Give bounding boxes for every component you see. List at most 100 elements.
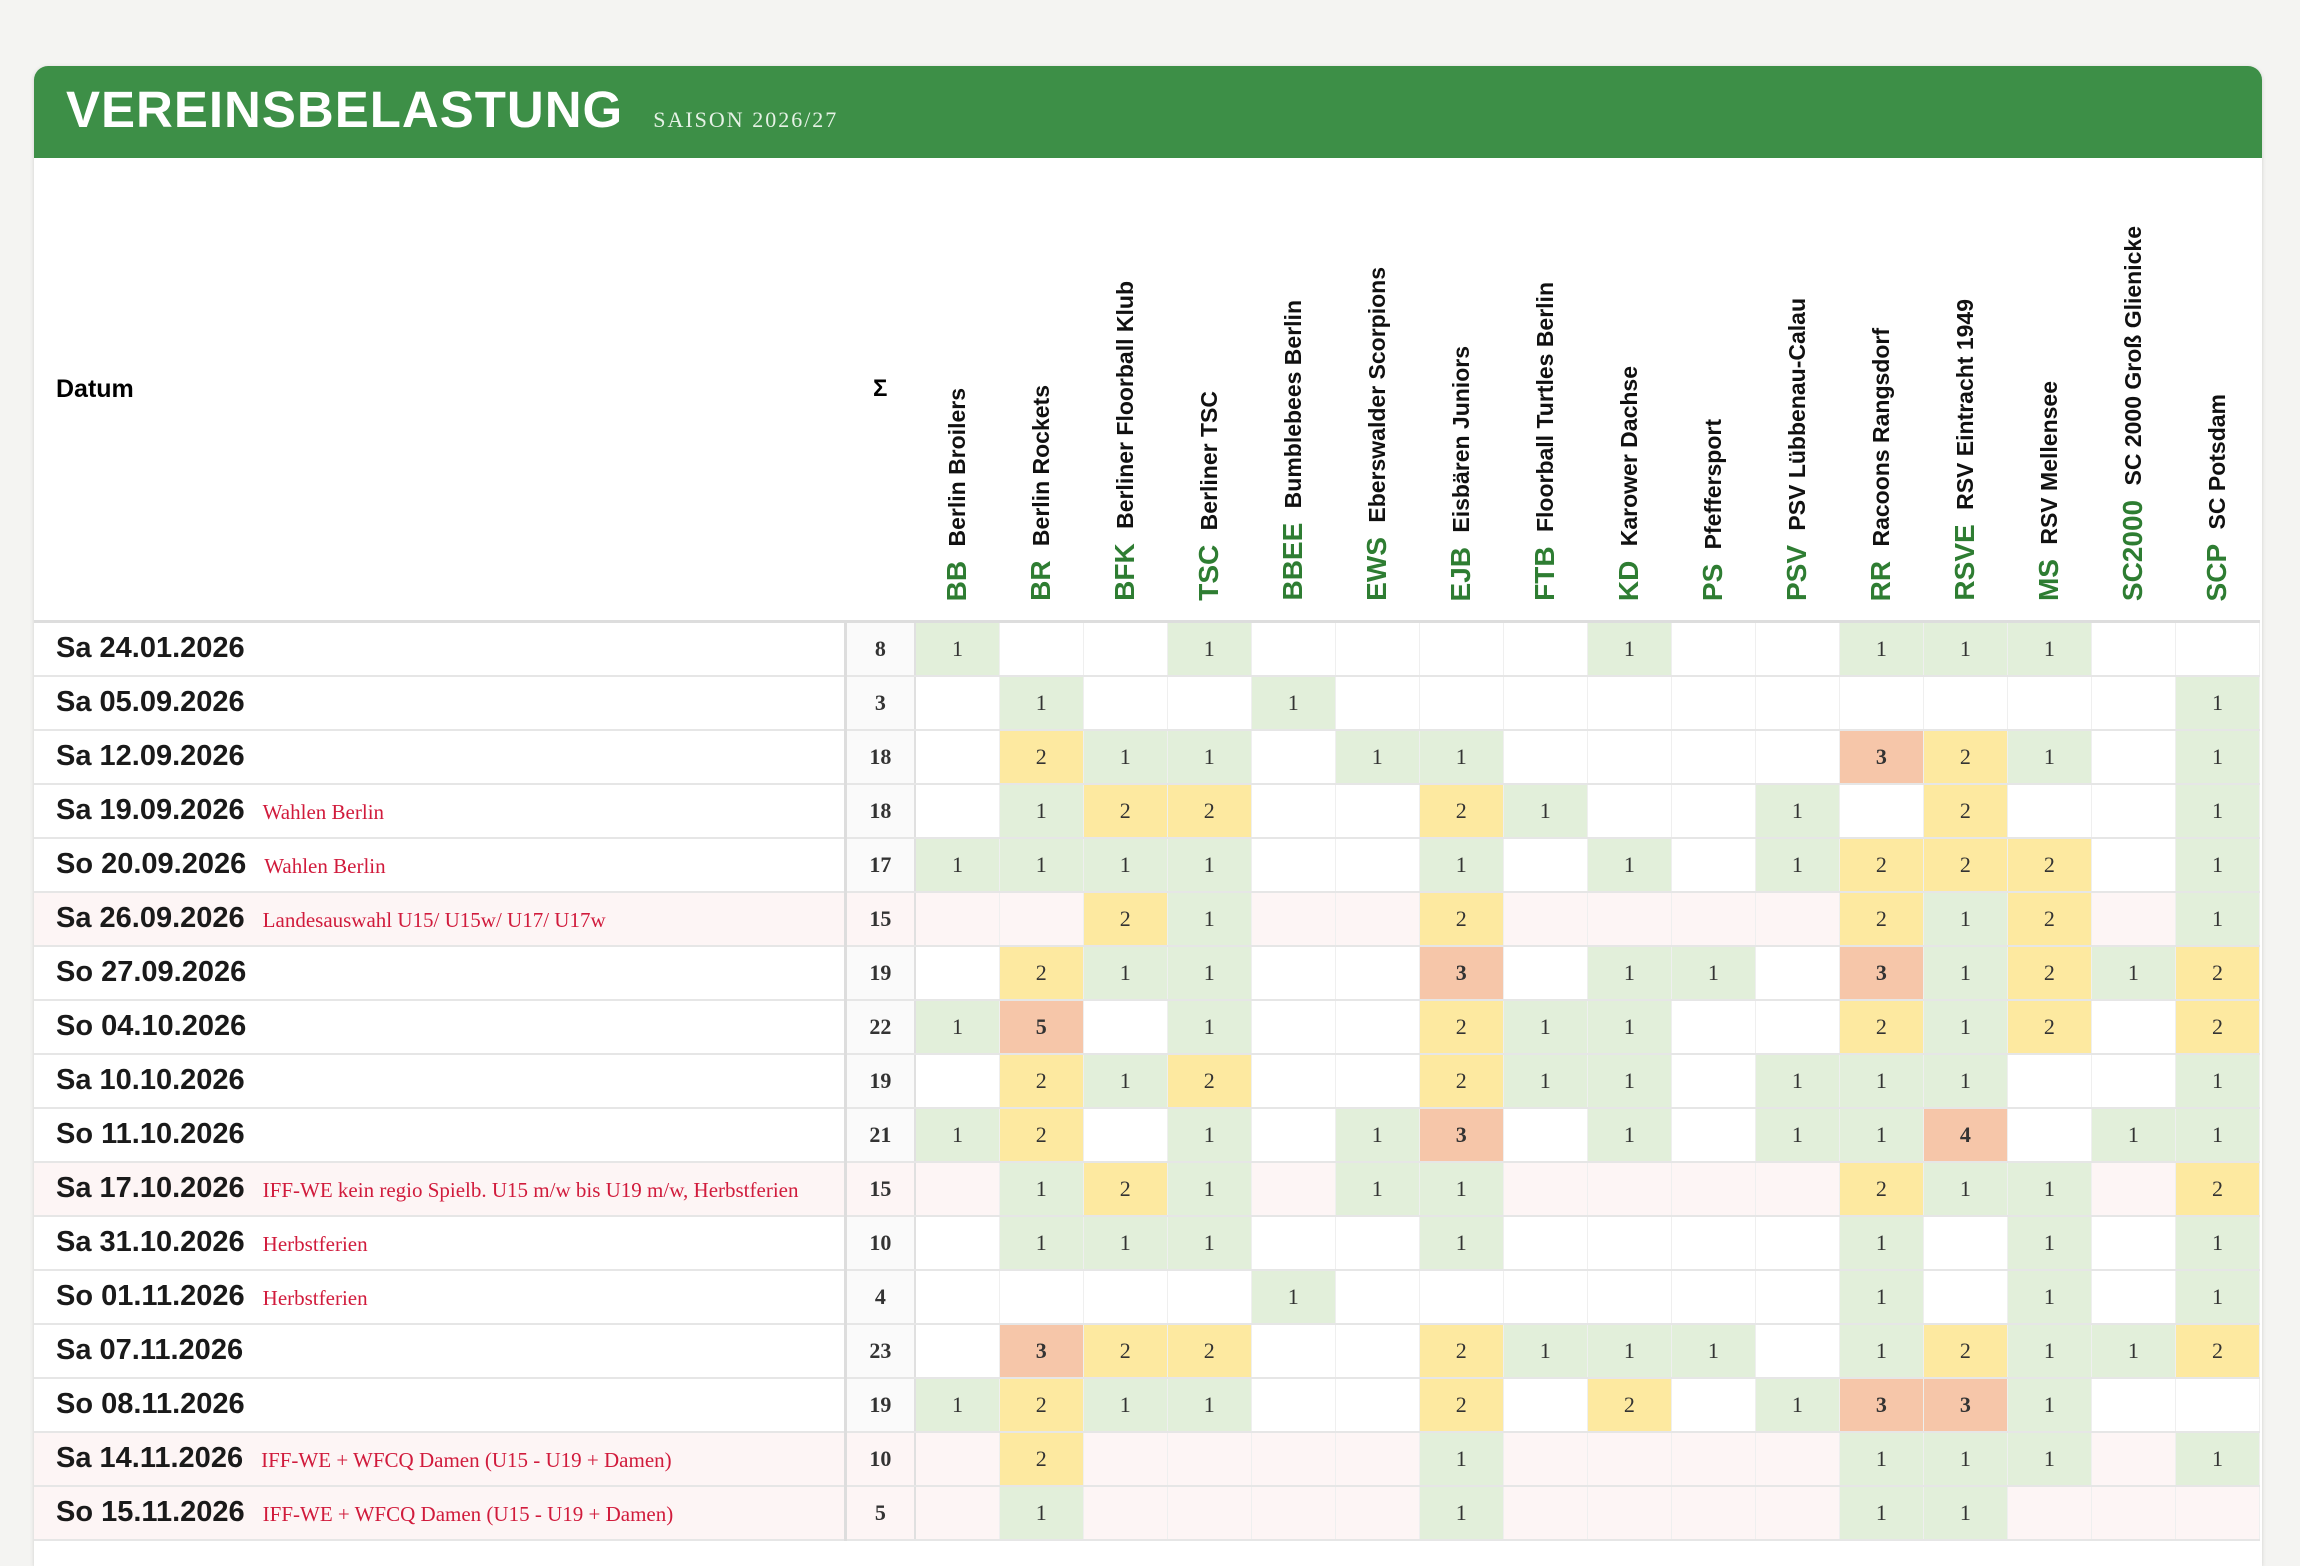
team-header: BR Berlin Rockets [999,158,1084,623]
load-cell: 1 [1587,945,1672,1001]
load-cell: 1 [2175,729,2261,785]
load-cell: 1 [1419,837,1504,893]
load-cell: 2 [2175,945,2261,1001]
team-name: RSV Eintracht 1949 [1952,299,1979,511]
load-cell: 1 [1923,621,2008,677]
date: Sa 31.10.2026 [56,1226,245,1258]
load-cell [1251,729,1336,785]
load-cell: 1 [2175,837,2261,893]
page: {"header":{"title":"VEREINSBELASTUNG","s… [34,66,2262,1566]
load-cell: 1 [1839,1107,1924,1163]
load-cell [1335,891,1420,947]
load-cell [1755,621,1840,677]
load-cell [1671,1053,1756,1109]
load-cell: 3 [999,1323,1084,1379]
load-cell [1755,1269,1840,1325]
date-cell: So 01.11.2026 Herbstferien [34,1269,847,1325]
date-row: Sa 24.01.2026 8 1 1 1 1 1 1 [34,621,2261,677]
load-cell: 2 [1083,783,1168,839]
load-cell [1839,783,1924,839]
load-cell: 1 [2007,621,2092,677]
load-cell: 2 [1419,999,1504,1055]
load-cell: 1 [1839,621,1924,677]
load-cell [1671,891,1756,947]
team-name: RSV Mellensee [2036,380,2063,545]
load-cell: 2 [1923,837,2008,893]
load-cell: 1 [1167,945,1252,1001]
load-cell [1503,891,1588,947]
team-header: SCP SC Potsdam [2175,158,2260,623]
load-cell [1167,1485,1252,1541]
load-cell: 1 [999,837,1084,893]
load-cell: 1 [1587,1053,1672,1109]
team-name: Berlin Rockets [1028,385,1055,547]
load-cell: 2 [2007,891,2092,947]
sum-cell: 19 [845,1053,917,1109]
load-cell: 1 [1167,1107,1252,1163]
load-cell [1755,1431,1840,1487]
load-cell [2091,837,2176,893]
load-cell: 1 [1839,1215,1924,1271]
load-cell: 2 [1167,1053,1252,1109]
date-header: Datum [34,158,846,623]
load-cell: 2 [1839,891,1924,947]
load-cell: 2 [2007,837,2092,893]
team-header: MS RSV Mellensee [2007,158,2092,623]
load-cell [1251,837,1336,893]
load-cell: 1 [2175,675,2261,731]
date-row: Sa 05.09.2026 3 1 1 1 [34,675,2261,731]
load-cell: 2 [1419,1377,1504,1433]
load-cell: 3 [1923,1377,2008,1433]
load-cell: 1 [999,783,1084,839]
sum-cell: 10 [845,1431,917,1487]
load-cell [1503,837,1588,893]
team-header: BBEE Bumblebees Berlin [1251,158,1336,623]
load-cell: 2 [999,1431,1084,1487]
load-cell: 3 [1839,945,1924,1001]
sum-cell: 17 [845,837,917,893]
load-cell [915,891,1000,947]
note: Landesauswahl U15/ U15w/ U17/ U17w [262,908,606,932]
load-cell: 1 [1419,1215,1504,1271]
load-cell [1587,1431,1672,1487]
load-cell: 1 [1587,1323,1672,1379]
load-cell: 1 [1083,1377,1168,1433]
date-cell: Sa 26.09.2026 Landesauswahl U15/ U15w/ U1… [34,891,847,947]
load-cell: 1 [1587,1107,1672,1163]
load-cell: 1 [1335,729,1420,785]
date-cell: Sa 31.10.2026 Herbstferien [34,1215,847,1271]
date-row: So 15.11.2026 IFF-WE + WFCQ Damen (U15 - … [34,1485,2261,1541]
load-cell: 2 [2175,999,2261,1055]
load-cell [1503,1215,1588,1271]
load-cell: 1 [1671,1323,1756,1379]
load-cell [1923,675,2008,731]
load-cell [2091,1377,2176,1433]
load-cell [1251,1377,1336,1433]
date-row: Sa 10.10.2026 19 2 1 2 2 1 1 1 1 1 1 [34,1053,2261,1109]
team-name: PSV Lübbenau-Calau [1784,297,1811,531]
team-name: Racoons Rangsdorf [1868,327,1895,547]
load-cell: 1 [2175,1215,2261,1271]
load-cell [1083,1269,1168,1325]
date-cell: So 27.09.2026 [34,945,847,1001]
load-cell [1335,783,1420,839]
load-cell [1755,891,1840,947]
load-cell: 1 [1923,1053,2008,1109]
load-cell [1587,783,1672,839]
load-cell [1251,1053,1336,1109]
load-cell [1671,1269,1756,1325]
load-cell [2091,1431,2176,1487]
team-abbr: FTB [1529,546,1561,601]
load-cell: 2 [1839,999,1924,1055]
team-abbr: MS [2033,559,2065,601]
team-label: BFK Berliner Floorball Klub [1109,281,1141,601]
load-cell: 1 [1839,1269,1924,1325]
note: Wahlen Berlin [264,854,386,878]
load-cell [999,1269,1084,1325]
card: VEREINSBELASTUNG SAISON 2026/27 Datum Σ … [34,66,2262,1566]
load-cell: 1 [1587,621,1672,677]
load-cell: 3 [1839,1377,1924,1433]
load-cell [999,621,1084,677]
load-cell: 1 [2007,1215,2092,1271]
date-row: Sa 17.10.2026 IFF-WE kein regio Spielb. U… [34,1161,2261,1217]
